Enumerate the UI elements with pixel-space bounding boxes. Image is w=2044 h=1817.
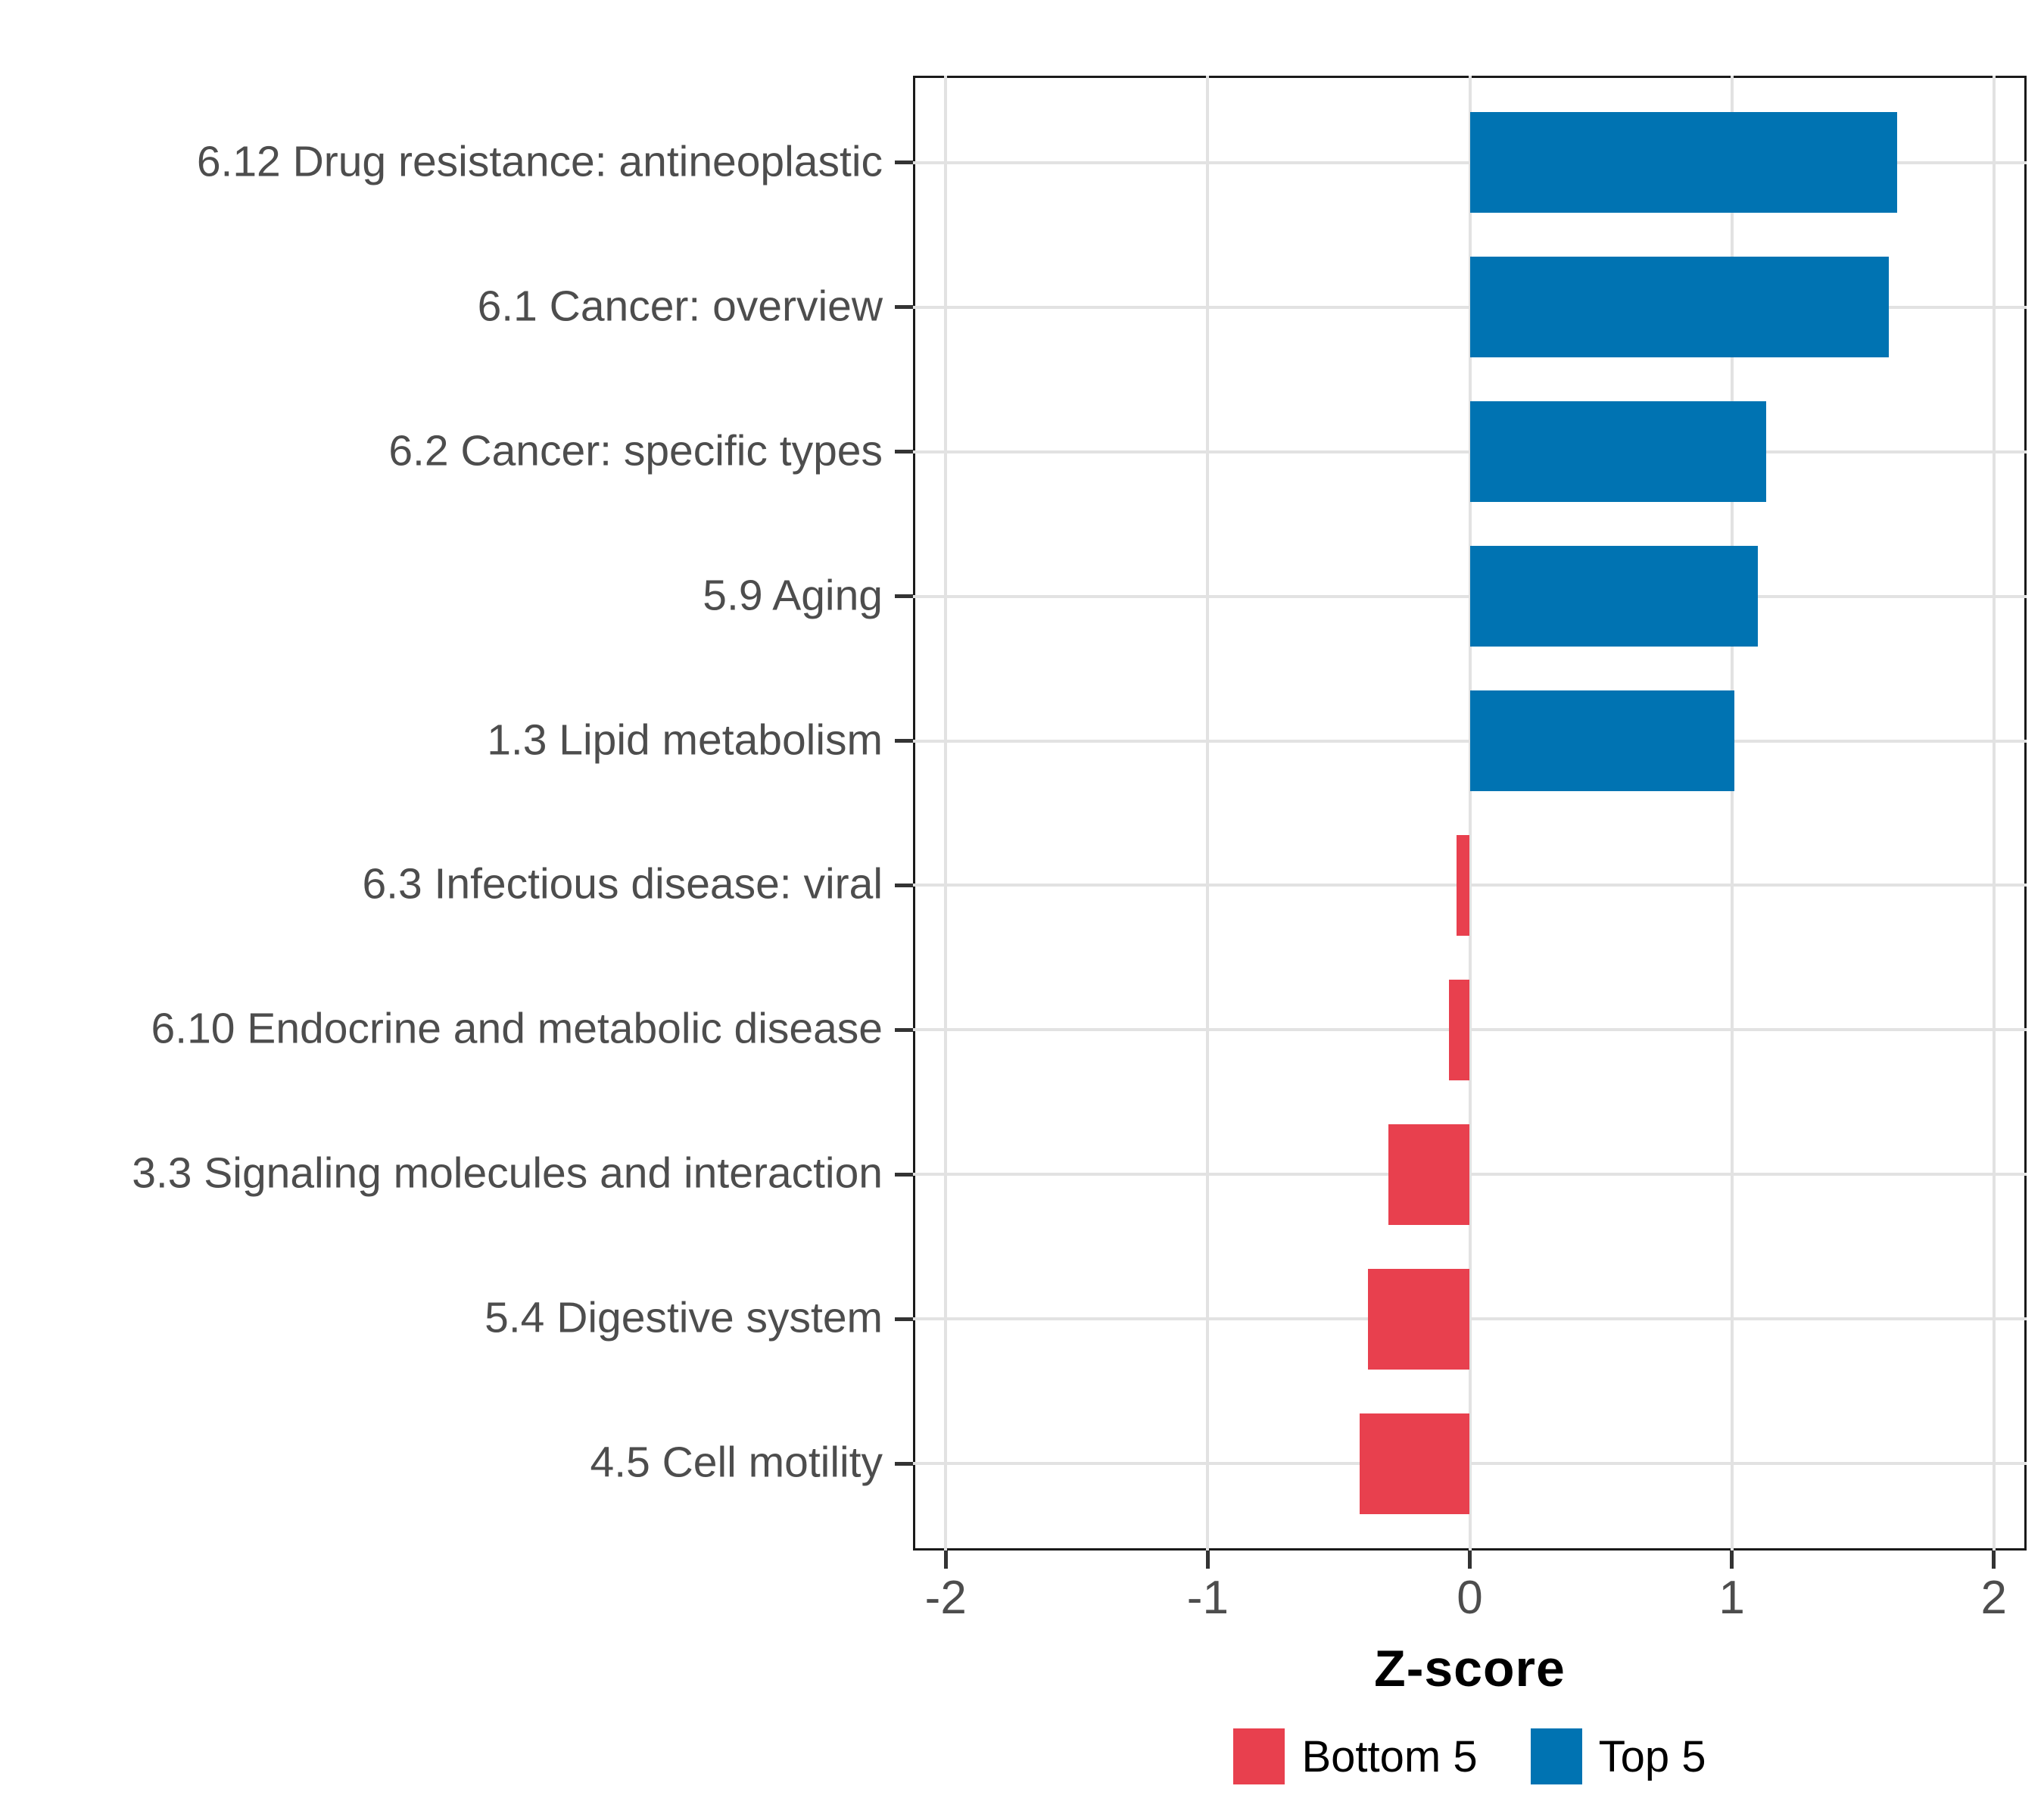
y-tick-mark [895, 450, 913, 454]
y-tick-label: 6.2 Cancer: specific types [388, 426, 883, 475]
bar-6-2-cancer-specific-types [1469, 400, 1766, 503]
y-tick-mark [895, 1317, 913, 1321]
bar-6-1-cancer-overview [1469, 256, 1890, 358]
y-tick-mark [895, 305, 913, 310]
gridline-vertical [1206, 76, 1210, 1551]
y-tick-label: 5.9 Aging [703, 571, 883, 620]
y-tick-label: 6.12 Drug resistance: antineoplastic [196, 137, 883, 186]
y-tick-mark [895, 1461, 913, 1466]
y-tick-label: 6.10 Endocrine and metabolic disease [151, 1005, 883, 1054]
bar-6-12-drug-resistance-antineoplastic [1469, 111, 1897, 213]
legend-swatch-top5 [1530, 1728, 1582, 1784]
legend-swatch-bottom5 [1233, 1728, 1285, 1784]
bar-6-3-infectious-disease-viral [1457, 834, 1470, 937]
x-tick-label: 2 [1980, 1572, 2007, 1624]
y-tick-label: 6.1 Cancer: overview [477, 282, 883, 331]
bar-4-5-cell-motility [1360, 1413, 1470, 1515]
x-tick-mark [1468, 1551, 1472, 1569]
y-tick-label: 6.3 Infectious disease: viral [362, 860, 883, 909]
gridline-vertical [1730, 76, 1734, 1551]
y-tick-mark [895, 594, 913, 599]
gridline-vertical [1992, 76, 1996, 1551]
x-tick-mark [1205, 1551, 1210, 1569]
y-tick-mark [895, 883, 913, 887]
bar-6-10-endocrine-and-metabolic-disease [1448, 979, 1470, 1081]
x-tick-mark [943, 1551, 948, 1569]
bar-3-3-signaling-molecules-and-interaction [1388, 1124, 1470, 1226]
legend-label-top5: Top 5 [1598, 1731, 1706, 1781]
y-tick-mark [895, 161, 913, 165]
x-tick-mark [1992, 1551, 1996, 1569]
x-tick-label: -1 [1186, 1572, 1229, 1624]
gridline-vertical [1468, 76, 1472, 1551]
legend-label-bottom5: Bottom 5 [1301, 1731, 1478, 1781]
bar-5-4-digestive-system [1367, 1268, 1470, 1370]
x-axis-title: Z-score [1374, 1640, 1566, 1697]
y-tick-mark [895, 739, 913, 743]
y-tick-mark [895, 1027, 913, 1032]
bar-1-3-lipid-metabolism [1469, 690, 1735, 792]
y-tick-label: 5.4 Digestive system [485, 1294, 883, 1343]
x-tick-label: -2 [924, 1572, 967, 1624]
x-tick-mark [1730, 1551, 1734, 1569]
y-tick-label: 3.3 Signaling molecules and interaction [132, 1149, 883, 1198]
y-tick-label: 4.5 Cell motility [590, 1438, 883, 1488]
legend: Bottom 5 Top 5 [913, 1725, 2027, 1788]
gridline-vertical [944, 76, 948, 1551]
bar-5-9-aging [1469, 545, 1759, 647]
x-tick-label: 1 [1718, 1572, 1745, 1624]
y-tick-label: 1.3 Lipid metabolism [487, 715, 883, 765]
x-tick-label: 0 [1457, 1572, 1483, 1624]
y-tick-mark [895, 1172, 913, 1177]
